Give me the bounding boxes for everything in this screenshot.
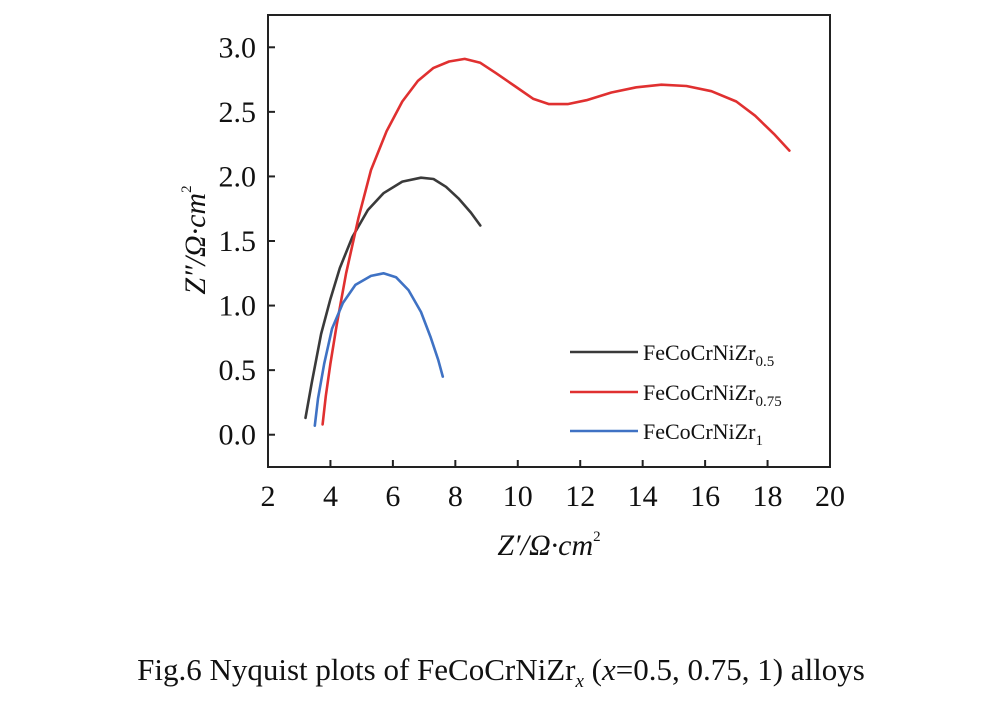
- series-line-075: [321, 57, 791, 426]
- figure-caption: Fig.6 Nyquist plots of FeCoCrNiZrx (x=0.…: [0, 652, 1002, 693]
- x-axis-title: Z′/Ω·cm2: [497, 529, 600, 562]
- y-tick-label: 0.5: [219, 354, 257, 387]
- x-tick-label: 12: [565, 480, 595, 513]
- plot-frame: [267, 14, 831, 468]
- x-tick-label: 10: [503, 480, 533, 513]
- x-tick-label: 16: [690, 480, 720, 513]
- x-tick-label: 4: [323, 480, 338, 513]
- y-tick-label: 2.5: [219, 96, 257, 129]
- y-axis-title: Z″/Ω·cm2: [179, 185, 212, 294]
- axis-ticks: [267, 46, 831, 467]
- y-tick-label: 2.0: [219, 160, 257, 193]
- x-tick-label: 8: [448, 480, 463, 513]
- legend-label-zr075: FeCoCrNiZr0.75: [643, 380, 782, 410]
- y-tick-label: 1.5: [219, 225, 257, 258]
- y-tick-label: 3.0: [219, 31, 257, 64]
- caption-variable: x: [601, 652, 616, 687]
- x-tick-label: 6: [385, 480, 400, 513]
- y-tick-label: 0.0: [219, 419, 257, 452]
- legend: FeCoCrNiZr0.5 FeCoCrNiZr0.75 FeCoCrNiZr1: [570, 340, 782, 449]
- x-tick-label: 2: [261, 480, 276, 513]
- y-tick-label: 1.0: [219, 290, 257, 323]
- caption-prefix: Fig.6 Nyquist plots of FeCoCrNiZr: [137, 652, 576, 687]
- legend-label-zr05: FeCoCrNiZr0.5: [643, 340, 774, 370]
- axis-tick-labels: 2 4 6 8 10 12 14 16 18 20 0.0 0.5 1.0 1.5 2.0 2.5 3.0: [219, 31, 846, 513]
- data-series: [304, 57, 791, 428]
- caption-subscript: x: [575, 671, 584, 693]
- x-tick-label: 20: [815, 480, 845, 513]
- x-axis-title-main: Z′/Ω·cm: [497, 529, 593, 562]
- caption-rest: =0.5, 0.75, 1) alloys: [615, 652, 865, 687]
- series-line-05: [304, 176, 482, 420]
- nyquist-chart: 2 4 6 8 10 12 14 16 18 20 0.0 0.5 1.0 1.5 2.0 2.5 3.0 Z′…: [179, 14, 846, 562]
- y-axis-title-main: Z″/Ω·cm: [179, 193, 212, 295]
- x-tick-label: 18: [753, 480, 783, 513]
- x-axis-title-sup: 2: [593, 529, 601, 545]
- x-tick-label: 14: [628, 480, 658, 513]
- legend-label-zr1: FeCoCrNiZr1: [643, 419, 763, 449]
- series-line-1: [313, 271, 445, 428]
- y-axis-title-sup: 2: [179, 185, 195, 193]
- caption-open: (: [583, 652, 602, 687]
